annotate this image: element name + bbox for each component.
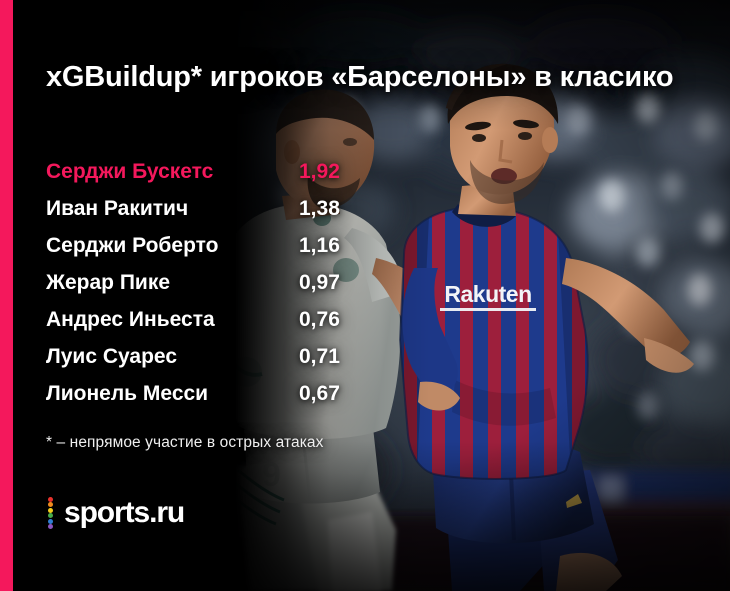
table-row: Жерар Пике 0,97 [46,271,376,308]
player-name: Иван Ракитич [46,197,189,220]
logo-dot-blue [48,518,53,524]
player-ranking-list: Серджи Бускетс 1,92 Иван Ракитич 1,38 Се… [46,160,376,419]
footnote: * – непрямое участие в острых атаках [46,434,324,451]
table-row: Серджи Роберто 1,16 [46,234,376,271]
table-row: Лионель Месси 0,67 [46,382,376,419]
accent-stripe [0,0,13,591]
table-row: Луис Суарес 0,71 [46,345,376,382]
sports-ru-logo[interactable]: sports.ru [48,493,185,533]
player-name: Жерар Пике [46,271,171,294]
player-name: Серджи Роберто [46,234,219,257]
player-value: 1,92 [299,160,340,183]
table-row: Иван Ракитич 1,38 [46,197,376,234]
logo-wordmark: sports.ru [64,496,185,529]
player-value: 0,67 [299,382,340,405]
player-value: 0,76 [299,308,340,331]
table-row: Серджи Бускетс 1,92 [46,160,376,197]
player-name: Луис Суарес [46,345,177,368]
player-value: 1,38 [299,197,340,220]
player-value: 0,71 [299,345,340,368]
player-name: Андрес Иньеста [46,308,215,331]
logo-dot-green [48,513,53,519]
logo-dots-icon [48,496,53,530]
player-value: 1,16 [299,234,340,257]
page-title: xGBuildup* игроков «Барселоны» в класико [46,61,674,94]
player-value: 0,97 [299,271,340,294]
logo-dot-red [48,496,53,502]
table-row: Андрес Иньеста 0,76 [46,308,376,345]
player-name: Лионель Месси [46,382,209,405]
logo-dot-yellow [48,507,53,513]
logo-dot-orange [48,502,53,508]
logo-dot-purple [48,524,53,530]
player-name: Серджи Бускетс [46,160,214,183]
